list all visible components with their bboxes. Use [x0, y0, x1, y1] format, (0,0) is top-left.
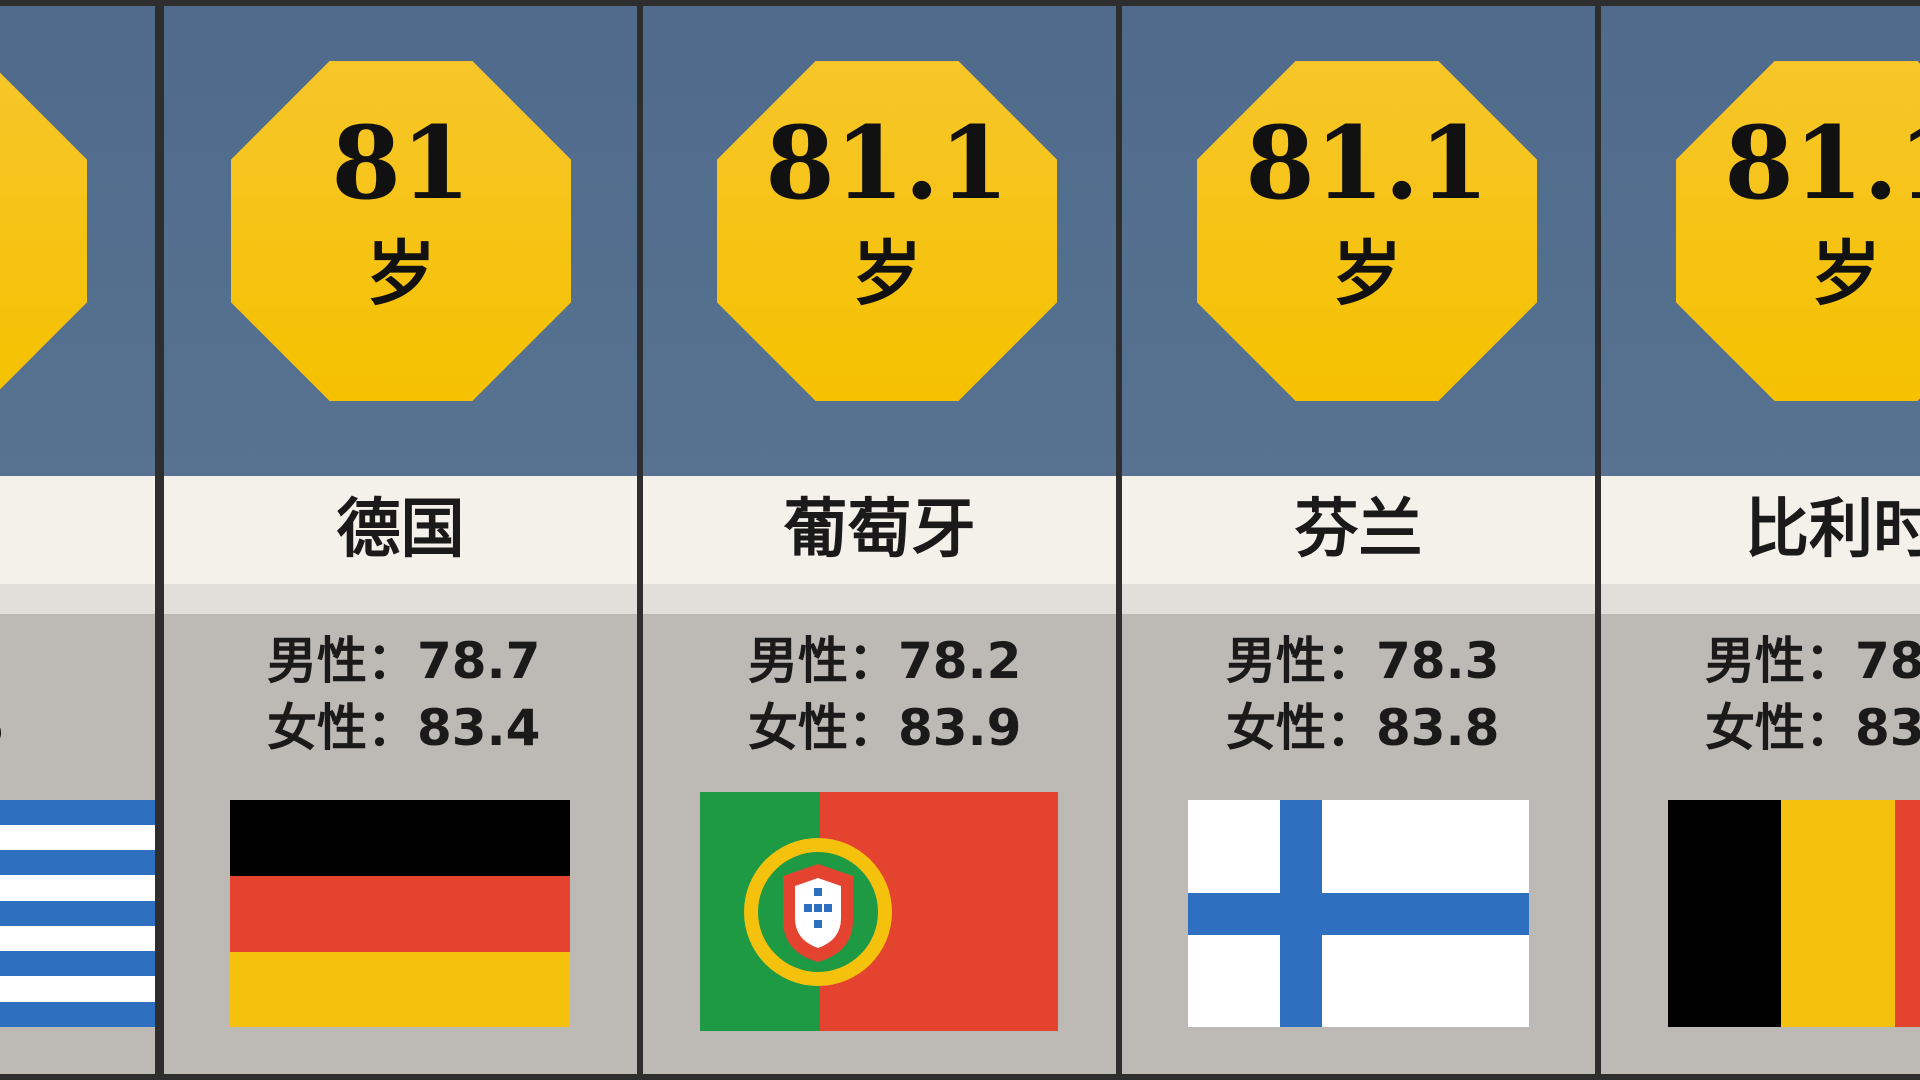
male-life-expectancy: 男性：78.7 — [267, 628, 540, 695]
female-value: 83.8 — [1376, 699, 1500, 757]
life-expectancy-value: 81 — [331, 104, 471, 222]
greece-flag-icon — [0, 800, 155, 1027]
male-value: 78.2 — [898, 632, 1022, 690]
country-card-greece: .3 .6 — [0, 6, 155, 1074]
male-label: 男性： — [267, 632, 417, 690]
gender-stats: 男性：78.7 女性：83.4 — [267, 628, 540, 762]
male-life-expectancy: 男性：78 — [1705, 628, 1920, 695]
country-name: 葡萄牙 — [783, 493, 976, 567]
male-value: 78.7 — [417, 632, 541, 690]
male-value: .3 — [0, 632, 4, 690]
female-life-expectancy: 女性：83.9 — [748, 695, 1021, 762]
age-badge: 81.1 岁 — [717, 61, 1057, 401]
finland-flag-icon — [1188, 800, 1529, 1027]
male-label: 男性： — [748, 632, 898, 690]
belgium-flag-icon — [1668, 800, 1920, 1027]
name-band-shadow — [0, 584, 155, 614]
female-value: .6 — [0, 699, 4, 757]
male-life-expectancy: .3 — [0, 628, 4, 695]
male-value: 78.3 — [1376, 632, 1500, 690]
male-label: 男性： — [1705, 632, 1855, 690]
portugal-flag-icon — [700, 792, 1058, 1031]
life-expectancy-value: 81.1 — [765, 104, 1009, 222]
female-value: 83 — [1855, 699, 1920, 757]
life-expectancy-value: 81.1 — [1724, 104, 1920, 222]
country-name: 德国 — [336, 493, 465, 567]
female-life-expectancy: 女性：83.8 — [1226, 695, 1499, 762]
name-band — [164, 476, 637, 584]
female-label: 女性： — [1226, 699, 1376, 757]
female-life-expectancy: .6 — [0, 695, 4, 762]
name-band — [1601, 476, 1920, 584]
name-band — [1122, 476, 1595, 584]
female-value: 83.4 — [417, 699, 541, 757]
country-card-portugal: 81.1 岁 葡萄牙 男性：78.2 女性：83.9 — [643, 6, 1116, 1074]
female-life-expectancy: 女性：83.4 — [267, 695, 540, 762]
male-life-expectancy: 男性：78.2 — [748, 628, 1021, 695]
gender-stats: 男性：78.3 女性：83.8 — [1226, 628, 1499, 762]
gender-stats: 男性：78.2 女性：83.9 — [748, 628, 1021, 762]
life-expectancy-value: 81.1 — [1245, 104, 1489, 222]
female-label: 女性： — [748, 699, 898, 757]
female-value: 83.9 — [898, 699, 1022, 757]
age-unit: 岁 — [852, 233, 922, 315]
country-card-finland: 81.1 岁 芬兰 男性：78.3 女性：83.8 — [1122, 6, 1595, 1074]
name-band — [643, 476, 1116, 584]
name-band-shadow — [1601, 584, 1920, 614]
male-value: 78 — [1855, 632, 1920, 690]
age-unit: 岁 — [366, 233, 436, 315]
female-label: 女性： — [1705, 699, 1855, 757]
name-band — [0, 476, 155, 584]
female-label: 女性： — [267, 699, 417, 757]
age-badge: 81.1 岁 — [1197, 61, 1537, 401]
country-name: 比利时 — [1745, 493, 1920, 567]
name-band-shadow — [164, 584, 637, 614]
country-name: 芬兰 — [1294, 493, 1423, 567]
gender-stats: 男性：78 女性：83 — [1705, 628, 1920, 762]
name-band-shadow — [643, 584, 1116, 614]
male-life-expectancy: 男性：78.3 — [1226, 628, 1499, 695]
germany-flag-icon — [230, 800, 570, 1027]
female-life-expectancy: 女性：83 — [1705, 695, 1920, 762]
male-label: 男性： — [1226, 632, 1376, 690]
gender-stats: .3 .6 — [0, 628, 4, 762]
age-unit: 岁 — [1811, 233, 1881, 315]
age-badge: 81 岁 — [231, 61, 571, 401]
name-band-shadow — [1122, 584, 1595, 614]
country-card-belgium: 81.1 岁 比利时 男性：78 女性：83 — [1601, 6, 1920, 1074]
age-unit: 岁 — [1332, 233, 1402, 315]
country-card-germany: 81 岁 德国 男性：78.7 女性：83.4 — [164, 6, 637, 1074]
